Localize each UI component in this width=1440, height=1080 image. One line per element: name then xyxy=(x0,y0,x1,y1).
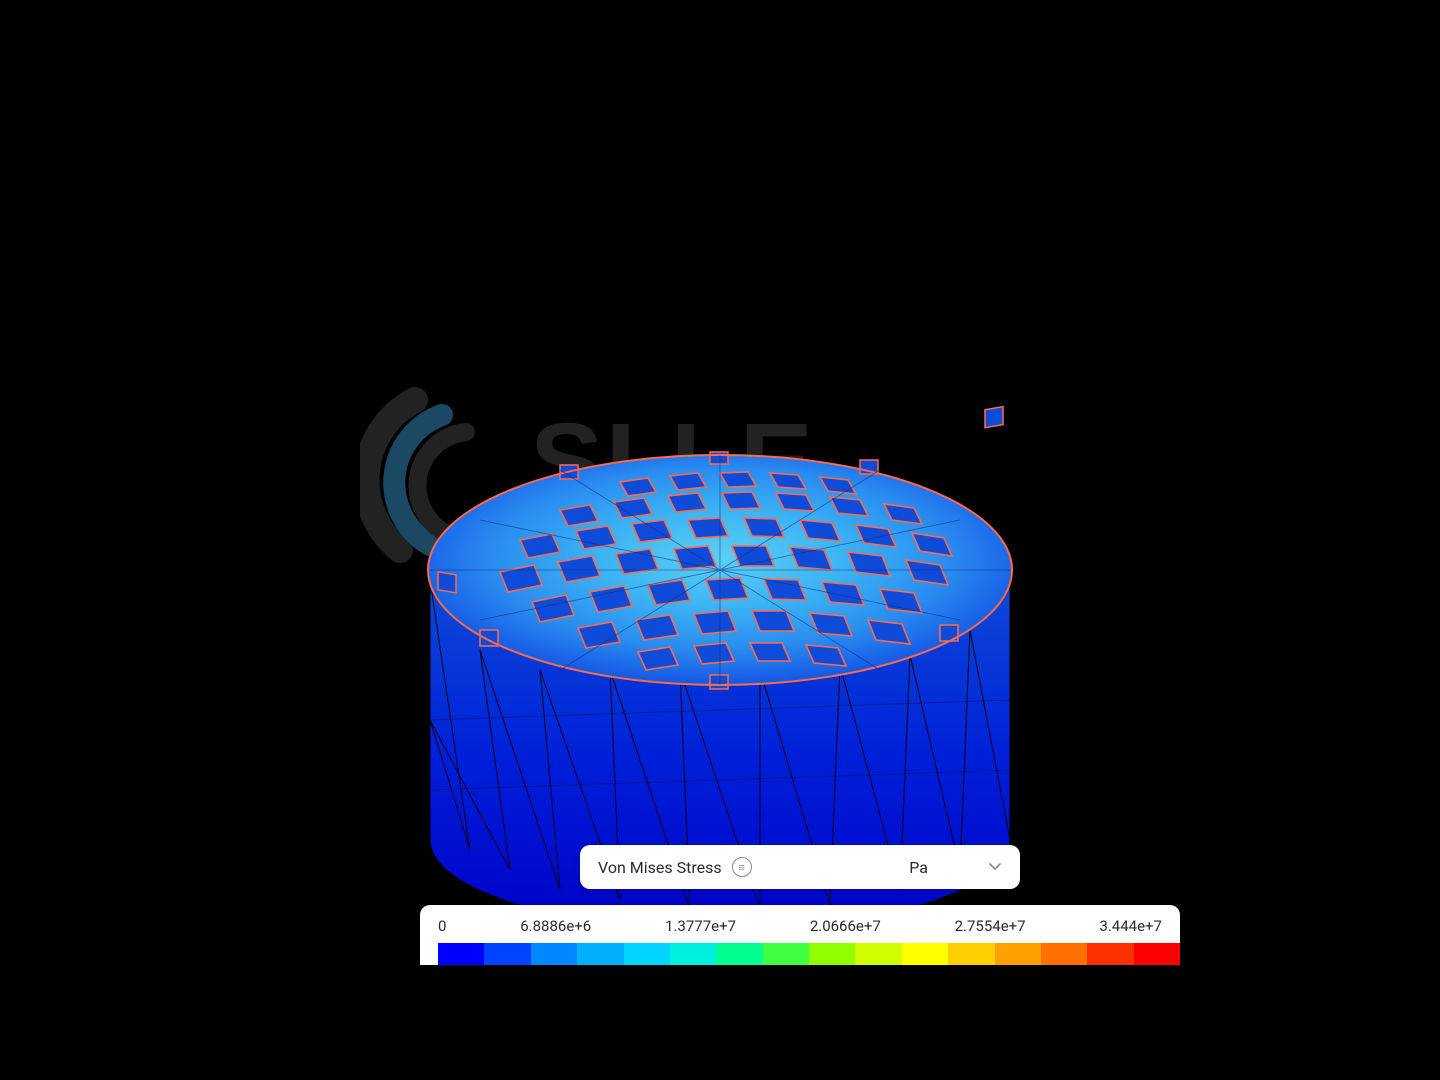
tick-label: 0 xyxy=(438,917,446,935)
color-scale-ticks: 0 6.8886e+6 1.3777e+7 2.0666e+7 2.7554e+… xyxy=(420,917,1180,943)
color-segment xyxy=(1087,943,1133,965)
color-scale-bar[interactable] xyxy=(438,943,1180,965)
color-segment xyxy=(624,943,670,965)
simulation-viewport[interactable]: SI LE xyxy=(80,0,1360,960)
legend-field-panel[interactable]: Von Mises Stress ≡ Pa xyxy=(580,845,1020,889)
chevron-down-icon xyxy=(988,858,1002,877)
color-segment xyxy=(531,943,577,965)
color-segment xyxy=(948,943,994,965)
color-segment xyxy=(438,943,484,965)
legend-menu-icon[interactable]: ≡ xyxy=(732,857,752,877)
color-segment xyxy=(716,943,762,965)
color-segment xyxy=(855,943,901,965)
legend-unit-dropdown[interactable]: Pa xyxy=(909,858,1002,877)
color-segment xyxy=(1041,943,1087,965)
legend-unit-label: Pa xyxy=(909,858,928,877)
color-segment xyxy=(484,943,530,965)
color-scale-panel[interactable]: 0 6.8886e+6 1.3777e+7 2.0666e+7 2.7554e+… xyxy=(420,905,1180,965)
color-segment xyxy=(763,943,809,965)
tick-label: 2.0666e+7 xyxy=(810,917,881,935)
tick-label: 1.3777e+7 xyxy=(665,917,736,935)
color-segment xyxy=(809,943,855,965)
color-segment xyxy=(670,943,716,965)
tick-label: 3.444e+7 xyxy=(1099,917,1162,935)
legend-field-label: Von Mises Stress xyxy=(598,858,722,877)
color-segment xyxy=(995,943,1041,965)
color-segment xyxy=(577,943,623,965)
tick-label: 2.7554e+7 xyxy=(955,917,1026,935)
color-segment xyxy=(1134,943,1180,965)
color-segment xyxy=(902,943,948,965)
tick-label: 6.8886e+6 xyxy=(520,917,591,935)
